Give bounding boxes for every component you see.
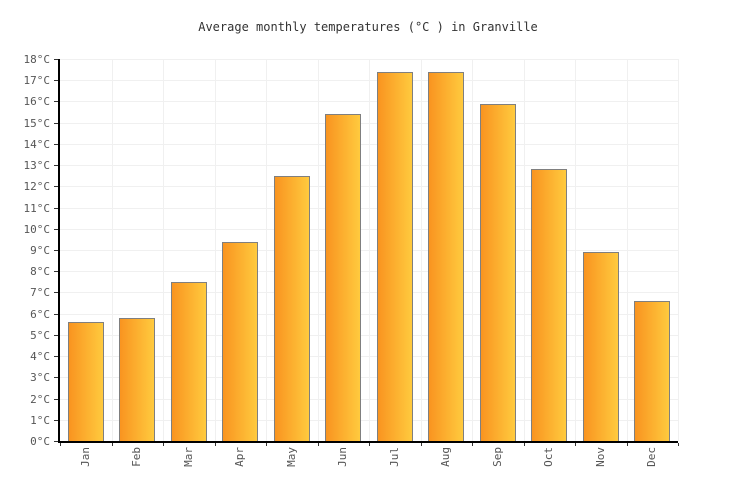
- gridline-vertical: [369, 59, 370, 441]
- x-axis-label-jul: Jul: [387, 447, 401, 467]
- x-axis-tick: [111, 443, 113, 446]
- y-axis-tick: [54, 313, 58, 315]
- y-axis-tick: [54, 165, 58, 167]
- y-axis-tick: [54, 207, 58, 209]
- y-axis-tick: [54, 271, 58, 273]
- y-axis-label: 1°C: [30, 413, 50, 427]
- x-axis-label-oct: Oct: [542, 447, 556, 467]
- bar-may: [273, 175, 310, 441]
- gridline-vertical: [214, 59, 216, 441]
- x-axis-label-mar: Mar: [181, 447, 195, 467]
- y-axis-label: 8°C: [30, 265, 50, 279]
- gridline-vertical: [111, 59, 113, 441]
- x-axis-tick: [472, 443, 473, 446]
- bar-sep: [479, 103, 516, 441]
- y-axis-tick: [54, 419, 58, 421]
- y-axis-tick: [54, 228, 58, 230]
- x-axis-tick: [266, 443, 267, 446]
- gridline-vertical: [163, 59, 164, 441]
- gridline-vertical: [317, 59, 319, 441]
- gridline-vertical: [420, 59, 422, 441]
- x-axis-label-may: May: [284, 447, 298, 467]
- y-axis-tick: [54, 398, 58, 400]
- y-axis-label: 5°C: [30, 328, 50, 342]
- y-axis-label: 18°C: [23, 53, 51, 66]
- y-axis-tick: [54, 441, 58, 442]
- x-axis-label-sep: Sep: [490, 447, 504, 467]
- x-axis-tick: [163, 443, 164, 446]
- y-axis-tick: [54, 292, 58, 294]
- y-axis-label: 7°C: [30, 286, 50, 300]
- bar-aug: [428, 71, 465, 441]
- x-axis-tick: [678, 443, 679, 446]
- bar-jun: [325, 114, 362, 441]
- x-axis-label-aug: Aug: [439, 447, 453, 467]
- x-axis-label-apr: Apr: [233, 447, 247, 467]
- x-axis-label-dec: Dec: [645, 447, 659, 467]
- gridline-vertical: [678, 59, 679, 441]
- x-axis-tick: [214, 443, 216, 446]
- x-axis-tick: [626, 443, 628, 446]
- y-axis-label: 3°C: [30, 371, 50, 385]
- x-axis-tick: [523, 443, 525, 446]
- x-axis-label-jun: Jun: [336, 447, 350, 467]
- gridline-vertical: [523, 59, 525, 441]
- y-axis-label: 2°C: [30, 392, 50, 406]
- chart-title: Average monthly temperatures (°C ) in Gr…: [198, 20, 538, 34]
- bar-jul: [376, 71, 413, 441]
- y-axis-label: 6°C: [30, 307, 50, 321]
- y-axis-label: 0°C: [30, 435, 50, 448]
- y-axis-line: [58, 59, 60, 443]
- y-axis-label: 11°C: [23, 201, 51, 215]
- y-axis-tick: [54, 122, 58, 124]
- y-axis-label: 16°C: [23, 95, 51, 109]
- y-axis-tick: [54, 186, 58, 188]
- y-axis-tick: [54, 334, 58, 336]
- y-axis-label: 15°C: [23, 116, 51, 130]
- x-axis-label-feb: Feb: [130, 447, 144, 467]
- x-axis-tick: [60, 443, 61, 446]
- y-axis-label: 14°C: [23, 137, 51, 151]
- gridline-vertical: [266, 59, 267, 441]
- bar-jan: [67, 322, 104, 441]
- y-axis-tick: [54, 356, 58, 358]
- bar-mar: [170, 281, 207, 441]
- bar-nov: [582, 252, 619, 441]
- y-axis-label: 4°C: [30, 350, 50, 364]
- gridline-vertical: [626, 59, 628, 441]
- bar-feb: [119, 317, 156, 441]
- bar-dec: [634, 300, 671, 441]
- y-axis-label: 12°C: [23, 180, 51, 194]
- bar-apr: [222, 241, 259, 441]
- bar-oct: [531, 169, 568, 441]
- y-axis-label: 9°C: [30, 244, 50, 257]
- x-axis-line: [58, 441, 678, 443]
- gridline-vertical: [472, 59, 473, 441]
- y-axis-tick: [54, 80, 58, 82]
- y-axis-label: 10°C: [23, 222, 51, 236]
- gridline-vertical: [575, 59, 576, 441]
- y-axis-tick: [54, 101, 58, 103]
- y-axis-tick: [54, 250, 58, 251]
- y-axis-tick: [54, 59, 58, 60]
- x-axis-tick: [369, 443, 370, 446]
- y-axis-tick: [54, 377, 58, 379]
- x-axis-label-jan: Jan: [78, 447, 92, 467]
- x-axis-tick: [420, 443, 422, 446]
- x-axis-tick: [317, 443, 319, 446]
- x-axis-label-nov: Nov: [593, 447, 607, 467]
- y-axis-label: 13°C: [23, 159, 51, 173]
- x-axis-tick: [575, 443, 576, 446]
- y-axis-tick: [54, 143, 58, 145]
- y-axis-label: 17°C: [23, 74, 51, 88]
